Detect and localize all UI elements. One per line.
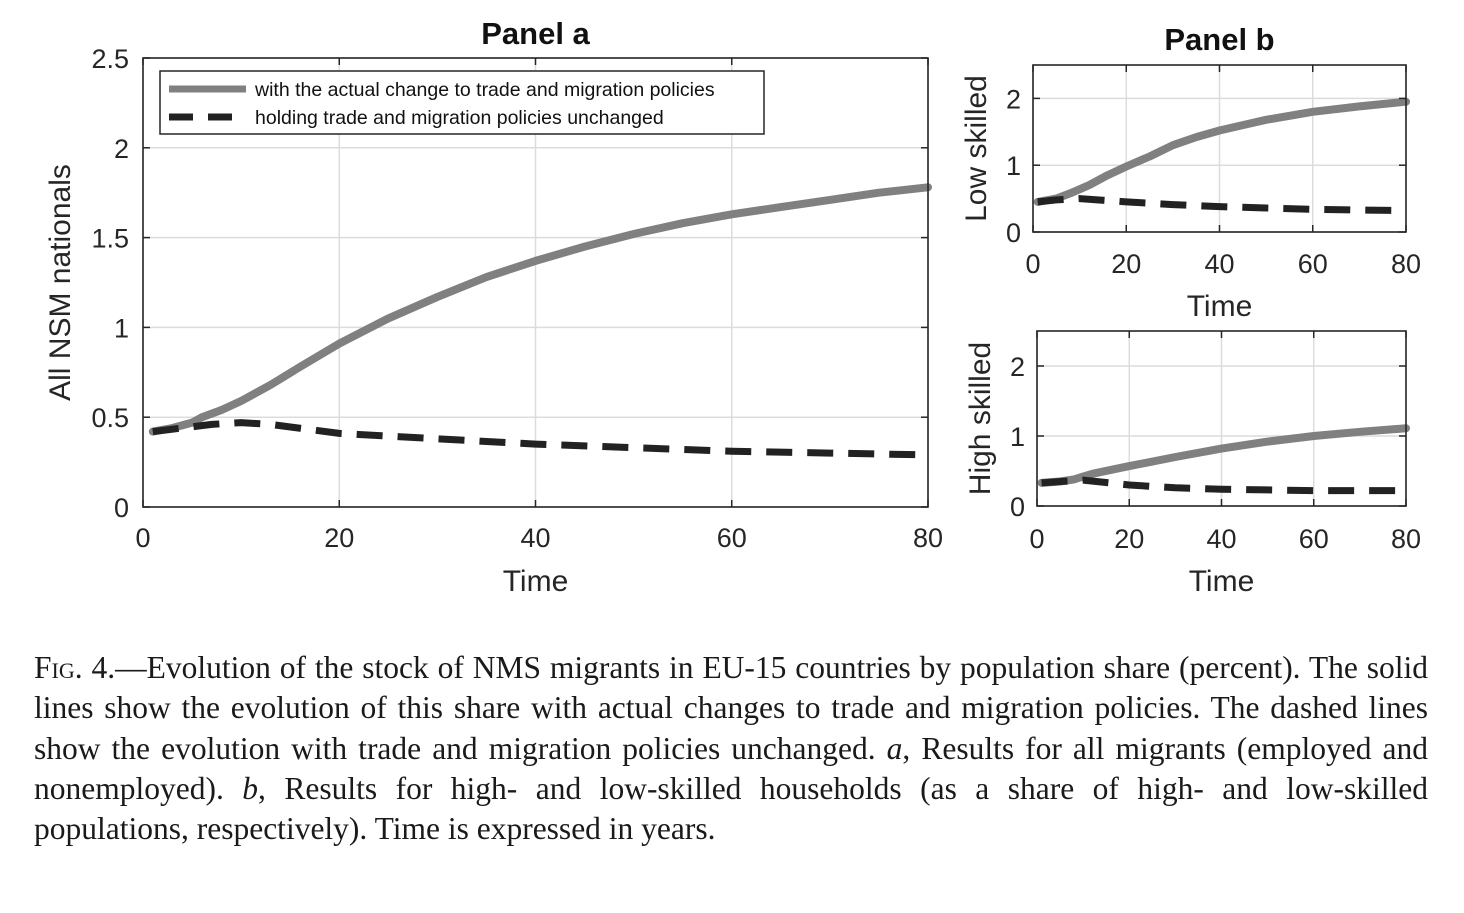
x-tick-label: 20	[324, 523, 354, 553]
y-tick-label: 0.5	[91, 403, 129, 433]
legend-box	[159, 70, 765, 135]
x-tick-label: 60	[1298, 249, 1328, 279]
y-tick-label: 1.5	[91, 224, 129, 254]
solid-series-line	[1033, 97, 1410, 206]
x-axis-label: Time	[1187, 290, 1253, 323]
x-tick-label: 0	[1025, 249, 1040, 279]
y-tick-label: 2	[1006, 84, 1021, 114]
y-tick-label: 0	[1006, 218, 1021, 248]
y-tick-label: 1	[114, 313, 129, 343]
y-tick-label: 0	[1010, 492, 1025, 522]
y-tick-label: 2.5	[91, 44, 129, 74]
panel-a-chart: 0 20 40 60 80 0 0.5 1 1.5 2 2.5 Panel a Time All NSM …	[44, 16, 943, 598]
caption-panel-b-label: b	[242, 770, 259, 806]
x-tick-label: 20	[1111, 249, 1141, 279]
x-tick-label: 80	[913, 523, 943, 553]
y-tick-label: 2	[1010, 352, 1025, 382]
x-tick-label: 0	[1029, 524, 1044, 554]
caption-figure-label: Fig. 4.	[34, 650, 116, 685]
dashed-series-line	[1041, 476, 1406, 495]
y-axis-label: Low skilled	[960, 75, 993, 222]
caption-text-panel-a: , Results for all migrants (employed and…	[34, 730, 1428, 806]
y-tick-label: 0	[114, 493, 129, 523]
x-tick-label: 80	[1391, 249, 1421, 279]
caption-text-intro: —Evolution of the stock of NMS migrants …	[34, 650, 1428, 766]
y-axis-label: High skilled	[964, 342, 997, 495]
x-tick-label: 40	[520, 523, 550, 553]
x-tick-label: 40	[1204, 249, 1234, 279]
chart-title: Panel a	[481, 16, 590, 51]
x-tick-label: 20	[1114, 524, 1144, 554]
chart-legend: with the actual change to trade and migr…	[159, 70, 765, 135]
dashed-series-line	[152, 419, 929, 459]
dashed-series-line	[1037, 195, 1407, 215]
x-tick-label: 80	[1391, 524, 1421, 554]
x-axis-label: Time	[503, 565, 569, 598]
x-axis-label: Time	[1189, 565, 1255, 598]
caption-panel-a-label: a	[886, 730, 903, 766]
x-tick-label: 40	[1206, 524, 1236, 554]
legend-entry-label: with the actual change to trade and migr…	[254, 79, 715, 101]
figure-caption: Fig. 4.—Evolution of the stock of NMS mi…	[34, 648, 1428, 849]
legend-entry-label: holding trade and migration policies unc…	[255, 107, 664, 129]
x-tick-label: 0	[135, 523, 150, 553]
y-axis-label: All NSM nationals	[44, 164, 77, 401]
caption-text-panel-b: , Results for high- and low-skilled hous…	[34, 770, 1428, 847]
chart-title: Panel b	[1164, 22, 1274, 57]
solid-series-line	[1037, 424, 1410, 487]
x-tick-label: 60	[717, 523, 747, 553]
y-tick-label: 2	[114, 134, 129, 164]
panel-b-high-skilled-chart: 0 20 40 60 80 0 1 2 Time High skilled	[964, 330, 1421, 598]
solid-series-line	[148, 183, 932, 436]
y-tick-label: 1	[1006, 151, 1021, 181]
y-tick-label: 1	[1010, 422, 1025, 452]
panel-b-low-skilled-chart: 0 20 40 60 80 0 1 2 Panel b Time Low skilled	[960, 22, 1421, 323]
x-tick-label: 60	[1299, 524, 1329, 554]
